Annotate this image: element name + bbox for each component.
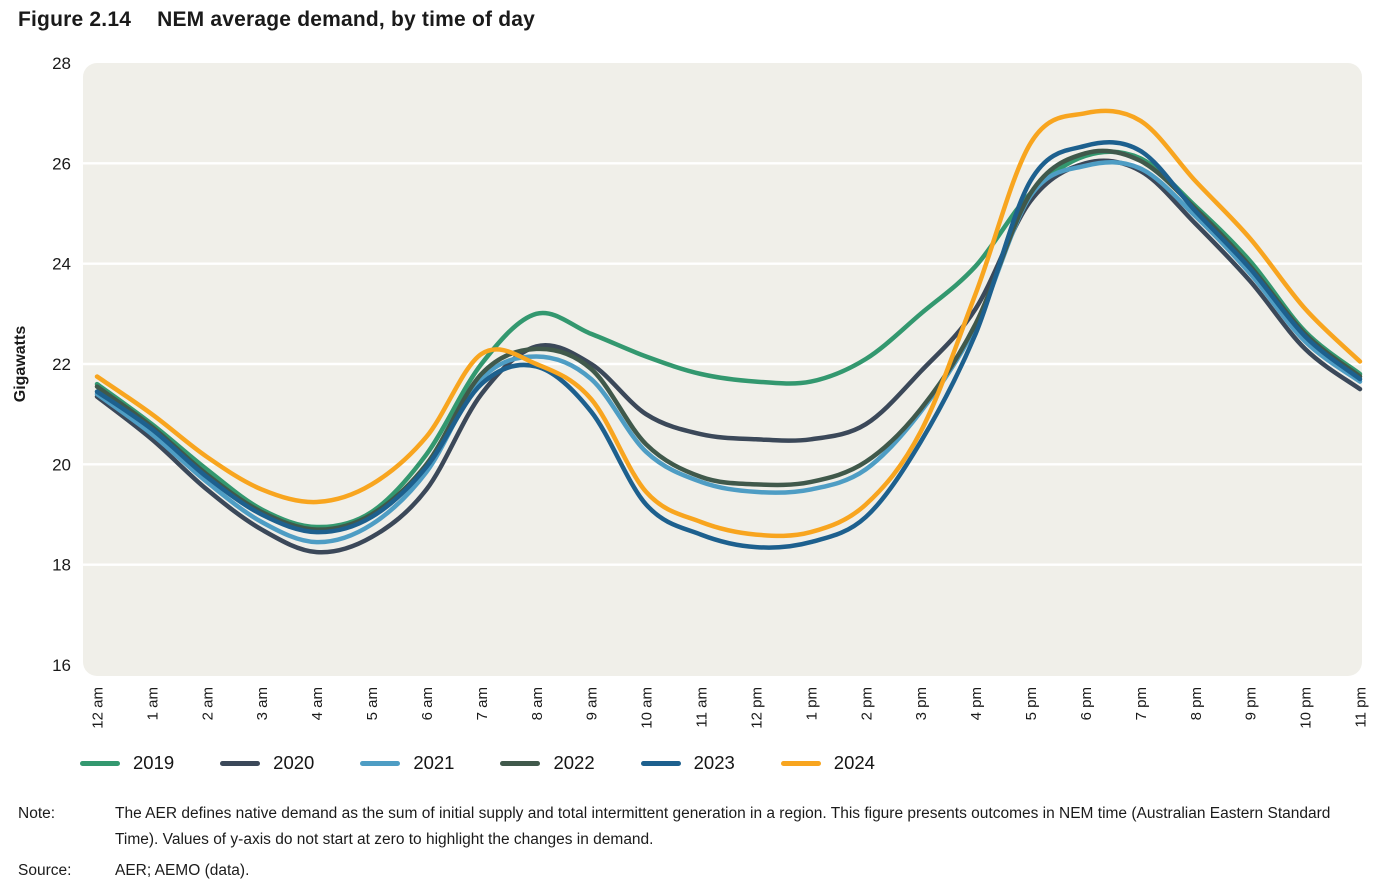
x-tick-label: 11 am bbox=[694, 687, 711, 728]
figure-name: NEM average demand, by time of day bbox=[157, 8, 535, 31]
x-tick-label: 7 pm bbox=[1133, 687, 1150, 720]
y-axis-title: Gigawatts bbox=[12, 326, 29, 403]
legend-label-2019: 2019 bbox=[133, 752, 175, 773]
series-line-2024 bbox=[94, 108, 1363, 539]
legend-item-2022: 2022 bbox=[500, 752, 595, 774]
legend-swatch-2023 bbox=[640, 760, 681, 766]
x-tick-label: 4 am bbox=[309, 687, 326, 720]
legend-swatch-2020 bbox=[220, 760, 261, 766]
legend-item-2019: 2019 bbox=[80, 752, 174, 774]
legend-item-2024: 2024 bbox=[780, 752, 875, 774]
legend-swatch-2024 bbox=[780, 760, 821, 766]
x-tick-label: 5 pm bbox=[1023, 687, 1040, 720]
x-tick-label: 9 am bbox=[584, 687, 601, 720]
x-tick-label: 7 am bbox=[474, 687, 491, 720]
legend-swatch-2019 bbox=[80, 760, 120, 766]
x-tick-label: 12 am bbox=[90, 687, 107, 729]
x-tick-label: 6 pm bbox=[1078, 687, 1095, 720]
series-line-2022 bbox=[94, 148, 1363, 532]
chart: 28 26 24 22 20 18 16 Gigawatts 12 am 1 am 2 am 3 am… bbox=[12, 54, 1370, 729]
x-tick-label: 1 am bbox=[144, 687, 161, 720]
legend-label-2022: 2022 bbox=[553, 752, 595, 773]
y-tick-label: 20 bbox=[52, 455, 71, 474]
y-tick-label: 26 bbox=[52, 154, 71, 173]
legend-item-2020: 2020 bbox=[220, 752, 314, 774]
legend-swatch-2021 bbox=[360, 760, 401, 766]
legend-label-2021: 2021 bbox=[413, 752, 455, 773]
x-tick-label: 12 pm bbox=[748, 687, 765, 729]
x-tick-label: 5 am bbox=[364, 687, 381, 720]
x-tick-label: 3 am bbox=[254, 687, 271, 720]
x-tick-label: 9 pm bbox=[1243, 687, 1260, 720]
x-tick-label: 4 pm bbox=[968, 687, 985, 720]
legend-item-2023: 2023 bbox=[640, 752, 735, 774]
x-tick-label: 2 am bbox=[199, 687, 216, 720]
source-text: AER; AEMO (data). bbox=[115, 862, 250, 879]
legend-swatch-2022 bbox=[500, 760, 541, 766]
legend: 2019 2020 2021 2022 2023 2024 bbox=[80, 752, 875, 774]
x-tick-label: 3 pm bbox=[913, 687, 930, 720]
x-tick-label: 6 am bbox=[419, 687, 436, 720]
x-tick-label: 8 pm bbox=[1188, 687, 1205, 720]
x-tick-label: 8 am bbox=[529, 687, 546, 720]
y-tick-label: 24 bbox=[52, 255, 71, 274]
x-tick-label: 11 pm bbox=[1353, 687, 1370, 728]
legend-label-2023: 2023 bbox=[693, 752, 735, 773]
y-tick-label: 18 bbox=[52, 556, 71, 575]
chart-svg: 28 26 24 22 20 18 16 Gigawatts 12 am 1 am 2 am 3 am… bbox=[12, 54, 1370, 729]
plot-panel bbox=[83, 63, 1362, 676]
source-label: Source: bbox=[18, 862, 72, 879]
x-tick-label: 2 pm bbox=[858, 687, 875, 720]
y-tick-label: 16 bbox=[52, 656, 71, 675]
note-label: Note: bbox=[18, 805, 56, 822]
series-line-2020 bbox=[94, 158, 1363, 555]
y-tick-label: 22 bbox=[52, 355, 71, 374]
figure-number: Figure 2.14 bbox=[18, 8, 132, 31]
figure-title: Figure 2.14 NEM average demand, by time o… bbox=[18, 8, 535, 32]
note-text: The AER defines native demand as the sum… bbox=[115, 805, 1331, 848]
series-line-2023 bbox=[94, 140, 1363, 550]
notes-block: Note: The AER defines native demand as t… bbox=[18, 801, 1366, 884]
legend-item-2021: 2021 bbox=[360, 752, 454, 774]
x-tick-label: 10 pm bbox=[1298, 687, 1315, 729]
y-tick-label: 28 bbox=[52, 54, 71, 73]
legend-label-2024: 2024 bbox=[833, 752, 875, 773]
series-line-2021 bbox=[94, 159, 1363, 545]
x-tick-label: 1 pm bbox=[803, 687, 820, 720]
legend-label-2020: 2020 bbox=[273, 752, 315, 773]
x-tick-label: 10 am bbox=[639, 687, 656, 729]
